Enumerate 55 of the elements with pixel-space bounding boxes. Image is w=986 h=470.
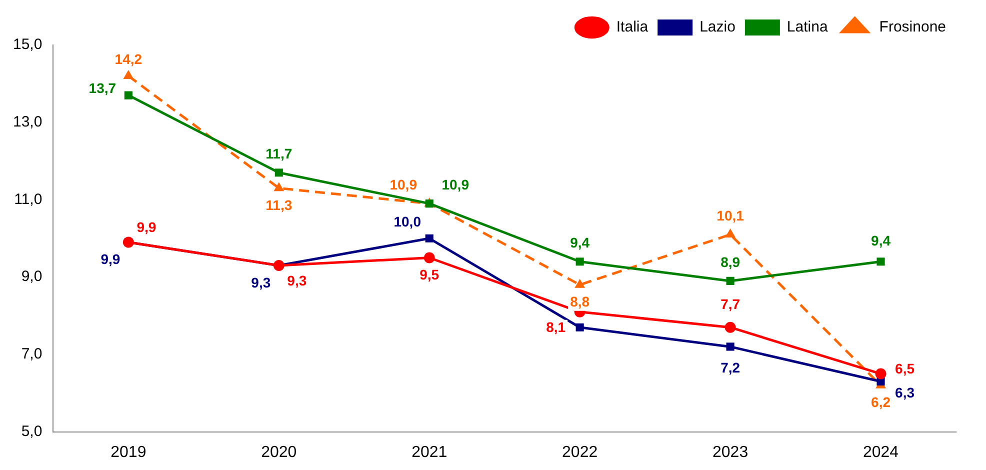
- data-label: 9,4: [871, 232, 891, 248]
- x-tick-label: 2019: [110, 444, 146, 461]
- point: [124, 70, 134, 79]
- point: [724, 322, 736, 333]
- data-label: 10,1: [716, 207, 744, 224]
- point: [124, 91, 132, 100]
- data-label: 10,9: [390, 176, 418, 192]
- y-tick-label: 15,0: [12, 36, 42, 54]
- legend-label: Latina: [786, 18, 828, 36]
- point: [274, 168, 283, 177]
- data-label: 7,2: [720, 360, 740, 376]
- data-label: 11,3: [266, 196, 292, 213]
- y-tick-label: 5,0: [21, 422, 42, 440]
- y-tick-label: 7,0: [21, 346, 42, 363]
- y-tick-label: 11,0: [14, 190, 42, 208]
- data-label: 9,5: [420, 266, 440, 283]
- point: [576, 323, 584, 332]
- data-label: 13,7: [88, 80, 116, 96]
- data-label: 7,7: [720, 296, 740, 312]
- data-label: 6,2: [871, 394, 891, 410]
- point: [576, 258, 584, 266]
- data-label: 9,4: [570, 234, 590, 250]
- y-tick-label: 9,0: [21, 268, 42, 286]
- x-tick-label: 2020: [261, 444, 297, 461]
- data-label: 6,5: [895, 360, 915, 377]
- point: [726, 342, 734, 351]
- data-label: 10,9: [442, 176, 470, 192]
- point: [726, 276, 734, 285]
- point: [876, 258, 885, 266]
- point: [274, 182, 284, 192]
- legend-label: Italia: [616, 18, 649, 36]
- data-label: 11,7: [266, 146, 292, 162]
- x-tick-label: 2024: [862, 444, 899, 461]
- data-label: 8,1: [546, 318, 566, 335]
- data-label: 6,3: [895, 384, 915, 400]
- legend-label: Frosinone: [879, 18, 946, 36]
- data-label: 8,9: [720, 254, 740, 270]
- x-tick-label: 2022: [562, 444, 598, 461]
- data-label: 10,0: [394, 213, 422, 230]
- point: [575, 279, 585, 288]
- point: [424, 252, 435, 264]
- legend-label: Lazio: [700, 18, 736, 36]
- point: [725, 229, 736, 238]
- data-label: 9,9: [136, 219, 156, 236]
- point: [425, 234, 434, 242]
- data-label: 8,8: [570, 294, 590, 310]
- data-label: 14,2: [114, 50, 142, 67]
- x-tick-label: 2021: [412, 444, 448, 461]
- y-tick-label: 13,0: [12, 114, 42, 130]
- x-tick-label: 2023: [712, 444, 748, 461]
- data-label: 9,3: [287, 272, 307, 288]
- data-label: 9,3: [251, 274, 271, 290]
- data-label: 9,9: [100, 251, 120, 268]
- point: [875, 368, 886, 380]
- point: [876, 377, 885, 386]
